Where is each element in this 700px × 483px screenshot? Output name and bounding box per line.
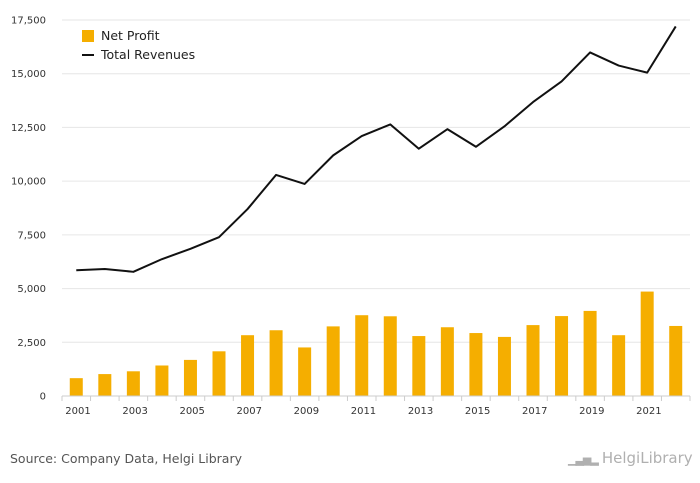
y-tick-label: 2,500 — [17, 338, 46, 349]
x-tick-label: 2021 — [636, 406, 661, 417]
helgi-library-logo: ▁▃▅▂ HelgiLibrary — [568, 449, 693, 467]
library-logo-icon: ▁▃▅▂ — [568, 453, 599, 466]
y-tick-label: 0 — [40, 392, 46, 403]
x-tick-label: 2005 — [179, 406, 204, 417]
net-profit-bar — [126, 371, 140, 396]
x-tick-label: 2011 — [351, 406, 376, 417]
legend: Net Profit Total Revenues — [82, 28, 195, 62]
net-profit-bar — [269, 330, 283, 396]
x-tick-label: 2003 — [122, 406, 147, 417]
net-profit-bar — [69, 378, 83, 396]
net-profit-bar — [183, 359, 197, 396]
net-profit-bar — [355, 315, 369, 396]
y-tick-label: 10,000 — [11, 177, 46, 188]
y-tick-label: 17,500 — [11, 16, 46, 27]
legend-label-net-profit: Net Profit — [101, 28, 160, 43]
legend-label-total-revenues: Total Revenues — [100, 47, 195, 62]
y-tick-label: 7,500 — [17, 230, 46, 241]
y-tick-label: 12,500 — [11, 123, 46, 134]
net-profit-bar — [412, 336, 426, 396]
x-tick-label: 2013 — [408, 406, 433, 417]
net-profit-bar — [212, 351, 226, 396]
x-axis: 2001 2003 2005 2007 2009 2011 2013 2015 2017 2019… — [61, 395, 691, 417]
net-profit-bar — [612, 335, 626, 396]
gridlines — [62, 19, 690, 343]
net-profit-bar — [497, 336, 511, 396]
net-profit-bar — [526, 325, 540, 396]
x-tick-label: 2007 — [237, 406, 262, 417]
x-tick-label: 2001 — [65, 406, 90, 417]
legend-swatch-net-profit — [82, 30, 94, 42]
net-profit-bar — [383, 316, 397, 396]
net-profit-bar — [440, 327, 454, 396]
x-tick-label: 2019 — [579, 406, 604, 417]
net-profit-bar — [555, 316, 569, 396]
net-profit-bar — [669, 325, 683, 396]
total-revenues-polyline — [76, 25, 677, 273]
net-profit-bar — [583, 310, 597, 396]
x-tick-label: 2015 — [465, 406, 490, 417]
net-profit-bar — [298, 347, 312, 396]
x-tick-label: 2009 — [294, 406, 319, 417]
net-profit-bar — [469, 333, 483, 396]
net-profit-bars — [69, 291, 683, 396]
x-tick-label: 2017 — [522, 406, 547, 417]
net-profit-bar — [640, 291, 654, 396]
y-axis: 0 2,500 5,000 7,500 10,000 12,500 15,000 17,500 — [11, 16, 46, 403]
y-tick-label: 15,000 — [11, 69, 46, 80]
net-profit-bar — [98, 374, 112, 396]
source-note: Source: Company Data, Helgi Library — [10, 451, 243, 466]
total-revenues-line — [76, 25, 677, 273]
net-profit-bar — [241, 335, 255, 396]
logo-text: HelgiLibrary — [601, 449, 693, 467]
net-profit-bar — [155, 365, 169, 396]
net-profit-bar — [326, 326, 340, 396]
y-tick-label: 5,000 — [17, 284, 46, 295]
